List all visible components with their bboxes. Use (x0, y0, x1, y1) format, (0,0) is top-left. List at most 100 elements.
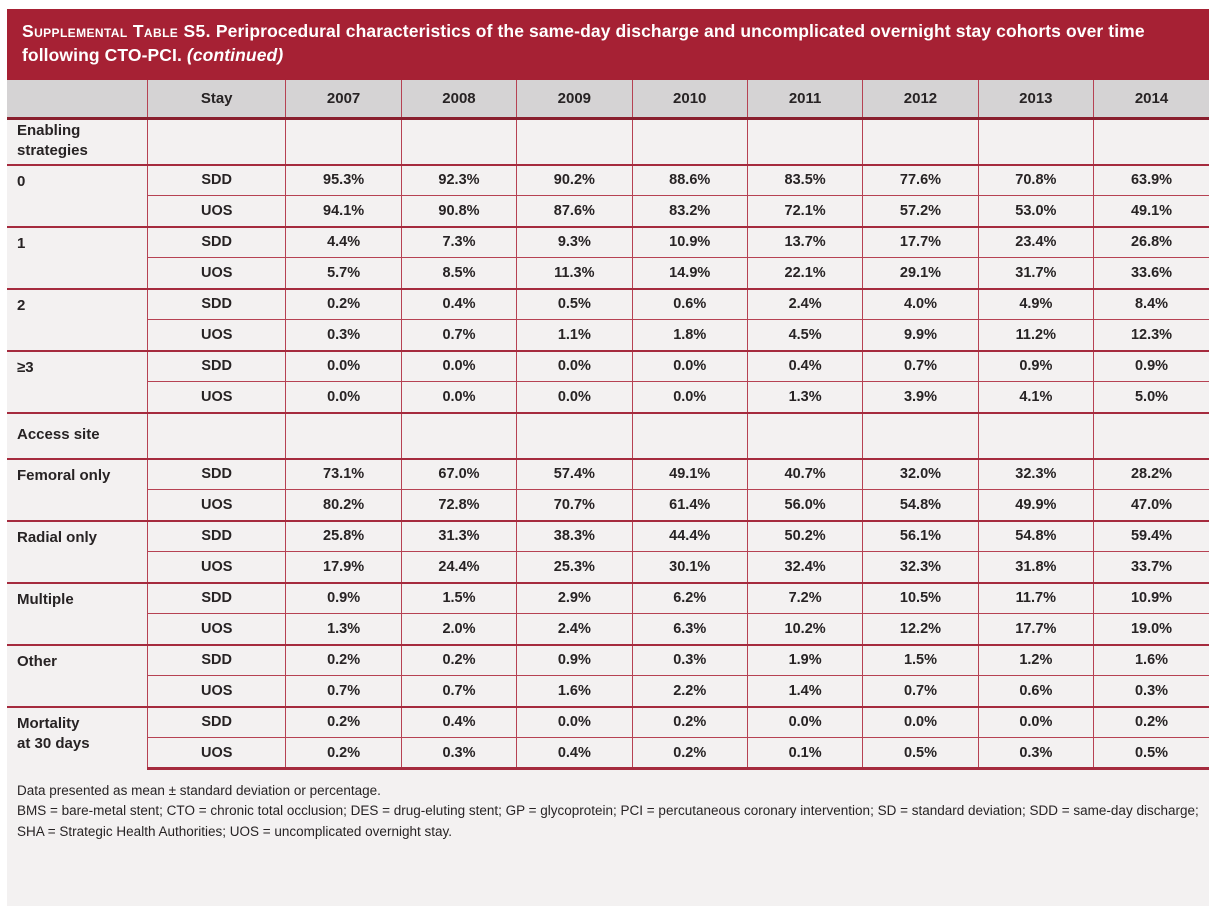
data-value: 0.2% (631, 705, 748, 738)
data-value: 17.7% (977, 613, 1094, 645)
table-row-uos: UOS 1.3% 2.0% 2.4% 6.3% 10.2% 12.2% 17.7% 19.0% (7, 613, 1209, 645)
data-value: 0.3% (977, 737, 1094, 770)
empty-cell (862, 411, 979, 460)
table-row-sdd: Mortality at 30 days SDD 0.2% 0.4% 0.0% 0.2% 0… (7, 705, 1209, 769)
data-value: 1.6% (1093, 643, 1209, 676)
data-value: 13.7% (746, 225, 863, 258)
data-value: 0.3% (400, 737, 517, 770)
data-value: 1.3% (285, 613, 402, 645)
data-value: 83.5% (746, 163, 863, 196)
data-value: 0.7% (285, 675, 402, 707)
data-value: 80.2% (285, 489, 402, 521)
data-value: 10.9% (631, 225, 748, 258)
data-value: 0.3% (285, 319, 402, 351)
data-value: 53.0% (977, 195, 1094, 227)
data-value: 59.4% (1093, 519, 1209, 552)
empty-cell (746, 411, 863, 460)
year-column-header: 2008 (400, 80, 517, 120)
data-value: 5.7% (285, 257, 402, 289)
row-label: ≥3 (7, 349, 148, 413)
data-value: 94.1% (285, 195, 402, 227)
data-value: 0.6% (631, 287, 748, 320)
row-label: Femoral only (7, 457, 148, 521)
stay-value: UOS (146, 489, 286, 521)
data-value: 3.9% (862, 381, 979, 413)
empty-cell (977, 411, 1094, 460)
data-value: 0.0% (400, 349, 517, 382)
data-value: 0.0% (285, 349, 402, 382)
section-label: Enabling strategies (7, 117, 148, 166)
empty-cell (400, 411, 517, 460)
year-column-header: 2010 (631, 80, 748, 120)
table-row-uos: UOS 17.9% 24.4% 25.3% 30.1% 32.4% 32.3% 31.8% 33… (7, 551, 1209, 583)
row-label: Other (7, 643, 148, 707)
table-row-sdd: Radial only SDD 25.8% 31.3% 38.3% 44.4% 50.2% 5… (7, 519, 1209, 583)
data-value: 0.0% (631, 381, 748, 413)
data-value: 0.0% (631, 349, 748, 382)
table-title-continued: (continued) (186, 45, 284, 66)
stay-value: SDD (146, 163, 286, 196)
data-value: 40.7% (746, 457, 863, 490)
empty-cell (1093, 411, 1209, 460)
table-title-bar: Supplemental Table S5. Periprocedural ch… (7, 9, 1209, 80)
data-value: 72.8% (400, 489, 517, 521)
data-value: 95.3% (285, 163, 402, 196)
table-body: Enabling strategies 0 SDD 95.3% 92.3% 90.2% 88… (7, 117, 1209, 770)
data-value: 0.7% (400, 319, 517, 351)
data-value: 28.2% (1093, 457, 1209, 490)
data-value: 11.7% (977, 581, 1094, 614)
data-value: 23.4% (977, 225, 1094, 258)
section-row: Access site (7, 411, 1209, 460)
data-value: 32.0% (862, 457, 979, 490)
empty-cell (862, 117, 979, 166)
year-column-header: 2007 (285, 80, 402, 120)
row-label: Mortality at 30 days (7, 705, 148, 769)
data-value: 25.8% (285, 519, 402, 552)
stay-value: UOS (146, 613, 286, 645)
row-label: Radial only (7, 519, 148, 583)
data-value: 10.2% (746, 613, 863, 645)
year-column-header: 2011 (746, 80, 863, 120)
data-value: 2.2% (631, 675, 748, 707)
table-title-text: Periprocedural characteristics of the sa… (22, 21, 1145, 66)
data-value: 12.3% (1093, 319, 1209, 351)
data-value: 56.1% (862, 519, 979, 552)
data-value: 54.8% (977, 519, 1094, 552)
data-value: 1.9% (746, 643, 863, 676)
data-value: 54.8% (862, 489, 979, 521)
data-value: 6.2% (631, 581, 748, 614)
data-value: 0.2% (285, 643, 402, 676)
row-label: 1 (7, 225, 148, 289)
data-value: 0.9% (516, 643, 633, 676)
stay-value: UOS (146, 381, 286, 413)
stay-value: SDD (146, 581, 286, 614)
data-value: 0.5% (516, 287, 633, 320)
data-value: 32.3% (977, 457, 1094, 490)
data-value: 26.8% (1093, 225, 1209, 258)
table-title-label: Supplemental Table S5. (22, 21, 211, 41)
empty-cell (285, 411, 402, 460)
data-value: 0.6% (977, 675, 1094, 707)
row-label: Multiple (7, 581, 148, 645)
data-value: 0.7% (400, 675, 517, 707)
data-value: 0.2% (285, 705, 402, 738)
data-value: 38.3% (516, 519, 633, 552)
data-value: 0.4% (400, 287, 517, 320)
empty-cell (516, 411, 633, 460)
data-value: 67.0% (400, 457, 517, 490)
data-value: 5.0% (1093, 381, 1209, 413)
empty-cell (285, 117, 402, 166)
data-value: 0.2% (285, 737, 402, 770)
data-value: 33.7% (1093, 551, 1209, 583)
table-row-uos: UOS 0.2% 0.3% 0.4% 0.2% 0.1% 0.5% 0.3% 0.5% (7, 737, 1209, 770)
data-value: 32.4% (746, 551, 863, 583)
data-value: 7.3% (400, 225, 517, 258)
data-value: 44.4% (631, 519, 748, 552)
data-value: 0.2% (400, 643, 517, 676)
data-value: 4.1% (977, 381, 1094, 413)
data-value: 70.7% (516, 489, 633, 521)
year-column-header: 2013 (977, 80, 1094, 120)
year-column-header: 2012 (862, 80, 979, 120)
stay-value: UOS (146, 737, 286, 770)
